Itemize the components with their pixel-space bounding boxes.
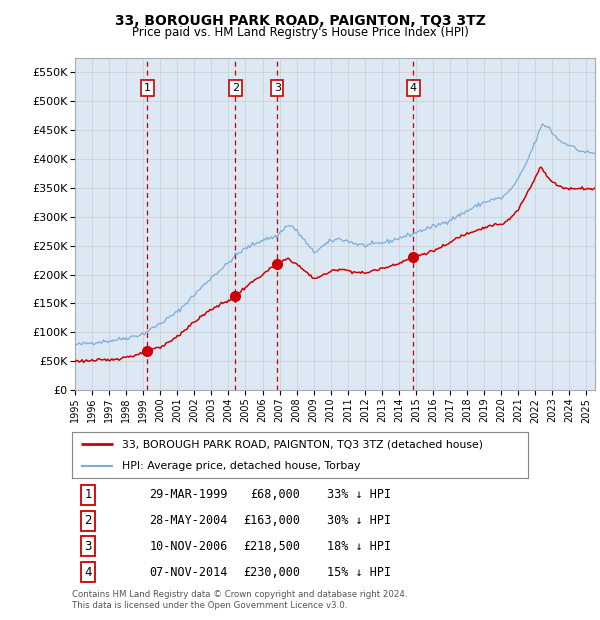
Text: 15% ↓ HPI: 15% ↓ HPI [328, 565, 391, 578]
Text: 4: 4 [410, 83, 417, 93]
Text: This data is licensed under the Open Government Licence v3.0.: This data is licensed under the Open Gov… [72, 601, 347, 611]
Text: £230,000: £230,000 [243, 565, 300, 578]
Text: 33, BOROUGH PARK ROAD, PAIGNTON, TQ3 3TZ: 33, BOROUGH PARK ROAD, PAIGNTON, TQ3 3TZ [115, 14, 485, 28]
Text: 1: 1 [84, 489, 92, 502]
Text: 4: 4 [84, 565, 92, 578]
Text: 2: 2 [84, 514, 92, 527]
Text: 28-MAY-2004: 28-MAY-2004 [149, 514, 228, 527]
Text: Price paid vs. HM Land Registry's House Price Index (HPI): Price paid vs. HM Land Registry's House … [131, 26, 469, 39]
Text: 33, BOROUGH PARK ROAD, PAIGNTON, TQ3 3TZ (detached house): 33, BOROUGH PARK ROAD, PAIGNTON, TQ3 3TZ… [122, 440, 483, 450]
Text: £163,000: £163,000 [243, 514, 300, 527]
Text: £68,000: £68,000 [250, 489, 300, 502]
Text: Contains HM Land Registry data © Crown copyright and database right 2024.: Contains HM Land Registry data © Crown c… [72, 590, 407, 600]
Text: 2: 2 [232, 83, 239, 93]
Text: 18% ↓ HPI: 18% ↓ HPI [328, 540, 391, 553]
Text: 07-NOV-2014: 07-NOV-2014 [149, 565, 228, 578]
Text: 10-NOV-2006: 10-NOV-2006 [149, 540, 228, 553]
Text: £218,500: £218,500 [243, 540, 300, 553]
Text: 29-MAR-1999: 29-MAR-1999 [149, 489, 228, 502]
Text: 33% ↓ HPI: 33% ↓ HPI [328, 489, 391, 502]
Text: HPI: Average price, detached house, Torbay: HPI: Average price, detached house, Torb… [122, 461, 361, 471]
Text: 30% ↓ HPI: 30% ↓ HPI [328, 514, 391, 527]
Text: 3: 3 [274, 83, 281, 93]
Text: 1: 1 [144, 83, 151, 93]
Text: 3: 3 [84, 540, 92, 553]
